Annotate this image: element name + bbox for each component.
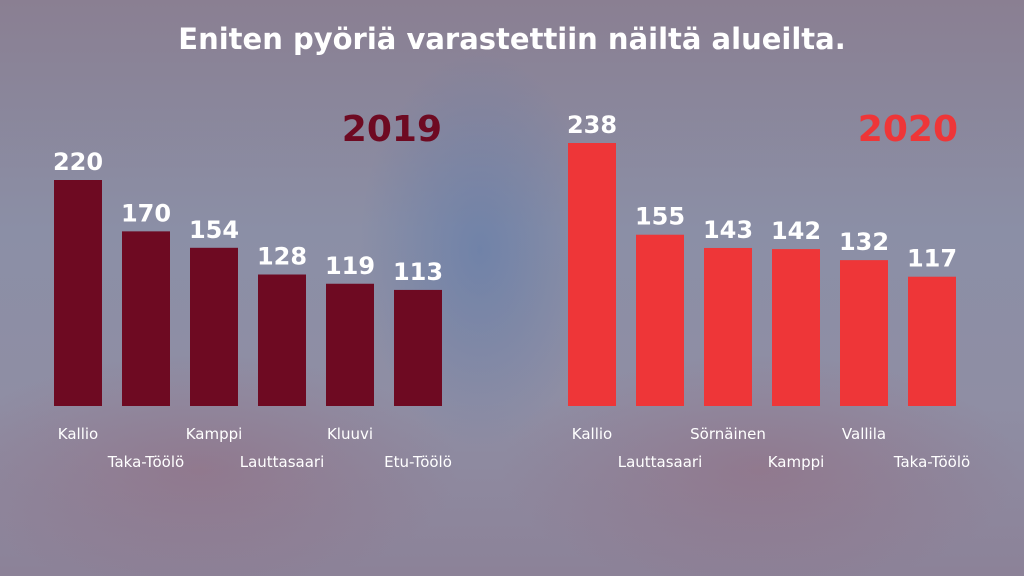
bar-2019-Etu-Töölö xyxy=(394,289,442,406)
category-label: Kallio xyxy=(572,425,612,443)
value-label: 117 xyxy=(907,245,957,273)
chart-title: Eniten pyöriä varastettiin näiltä alueil… xyxy=(178,22,846,56)
bar-2020-Kamppi xyxy=(772,249,820,406)
bar-2020-Lauttasaari xyxy=(636,234,684,406)
category-label: Etu-Töölö xyxy=(384,453,452,471)
bar-2019-Taka-Töölö xyxy=(122,231,170,406)
bar-2019-Lauttasaari xyxy=(258,274,306,406)
category-label: Kluuvi xyxy=(327,425,373,443)
value-label: 119 xyxy=(325,252,375,280)
value-label: 238 xyxy=(567,111,617,139)
value-label: 132 xyxy=(839,228,889,256)
category-label: Vallila xyxy=(842,425,886,443)
category-label: Taka-Töölö xyxy=(107,453,184,471)
bar-2020-Vallila xyxy=(840,260,888,406)
value-label: 155 xyxy=(635,203,685,231)
value-label: 143 xyxy=(703,216,753,244)
category-label: Kallio xyxy=(58,425,98,443)
bar-2019-Kluuvi xyxy=(326,283,374,406)
category-label: Sörnäinen xyxy=(690,425,766,443)
bar-2019-Kallio xyxy=(54,180,102,406)
year-label-2020: 2020 xyxy=(858,109,958,150)
value-label: 128 xyxy=(257,243,307,271)
bar-2020-Taka-Töölö xyxy=(908,276,956,406)
category-label: Taka-Töölö xyxy=(893,453,970,471)
bar-2020-Sörnäinen xyxy=(704,247,752,406)
category-label: Kamppi xyxy=(768,453,825,471)
value-label: 220 xyxy=(53,148,103,176)
category-label: Kamppi xyxy=(186,425,243,443)
value-label: 142 xyxy=(771,217,821,245)
value-label: 113 xyxy=(393,258,443,286)
value-label: 170 xyxy=(121,199,171,227)
bar-2019-Kamppi xyxy=(190,247,238,406)
category-label: Lauttasaari xyxy=(618,453,703,471)
value-label: 154 xyxy=(189,216,239,244)
bar-2020-Kallio xyxy=(568,143,616,406)
category-label: Lauttasaari xyxy=(240,453,325,471)
year-label-2019: 2019 xyxy=(342,109,442,150)
